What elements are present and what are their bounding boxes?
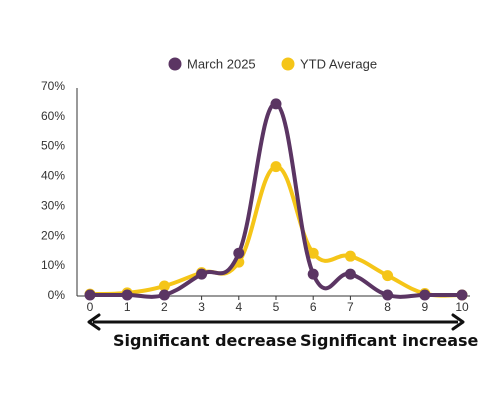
x-axis-ticks: 0 1 2 3 4 5 6 7 8 9 10 (87, 296, 469, 314)
y-tick-label: 0% (48, 288, 66, 302)
legend-marker-ytd-average (281, 57, 295, 71)
x-tick-label: 1 (124, 300, 131, 314)
significant-decrease-label: Significant decrease (113, 331, 297, 350)
data-point-march-2025-3 (196, 268, 208, 280)
x-tick-label: 6 (310, 300, 317, 314)
x-tick-label: 2 (161, 300, 168, 314)
data-point-march-2025-7 (344, 268, 356, 280)
y-tick-label: 10% (41, 258, 65, 272)
data-point-march-2025-9 (419, 289, 431, 301)
arrow-right-head (451, 313, 465, 331)
data-point-ytd-average-7 (344, 250, 356, 262)
data-point-march-2025-2 (158, 289, 170, 301)
data-point-march-2025-5 (270, 98, 282, 110)
x-tick-label: 8 (384, 300, 391, 314)
series-layer (84, 98, 468, 301)
x-tick-label: 3 (198, 300, 205, 314)
legend: March 2025 YTD Average (168, 57, 377, 72)
y-tick-label: 70% (41, 79, 65, 93)
y-tick-label: 50% (41, 139, 65, 153)
data-point-ytd-average-5 (270, 161, 282, 173)
data-point-march-2025-6 (307, 268, 319, 280)
direction-arrow (87, 313, 465, 331)
x-tick-label: 0 (87, 300, 94, 314)
x-tick-label: 7 (347, 300, 354, 314)
x-tick-label: 4 (235, 300, 242, 314)
x-tick-label: 5 (273, 300, 280, 314)
significant-increase-label: Significant increase (300, 331, 479, 350)
legend-marker-march-2025 (168, 57, 182, 71)
y-axis-ticks: 0% 10% 20% 30% 40% 50% 60% 70% (41, 79, 65, 302)
legend-label-march-2025: March 2025 (187, 57, 256, 72)
y-tick-label: 60% (41, 109, 65, 123)
series-line-ytd-average (88, 164, 464, 298)
data-point-ytd-average-8 (382, 270, 394, 282)
y-tick-label: 40% (41, 169, 65, 183)
x-tick-label: 9 (421, 300, 428, 314)
series-line-march-2025 (88, 101, 464, 299)
y-tick-label: 20% (41, 228, 65, 242)
y-tick-label: 30% (41, 198, 65, 212)
data-point-ytd-average-6 (307, 247, 319, 259)
data-point-march-2025-1 (121, 289, 133, 301)
x-tick-label: 10 (455, 300, 469, 314)
data-point-march-2025-10 (456, 289, 468, 301)
data-point-march-2025-0 (84, 289, 96, 301)
data-point-march-2025-8 (382, 289, 394, 301)
data-point-ytd-average-2 (158, 280, 170, 292)
arrow-left-head (87, 313, 101, 331)
legend-label-ytd-average: YTD Average (300, 57, 377, 72)
data-point-march-2025-4 (233, 247, 245, 259)
